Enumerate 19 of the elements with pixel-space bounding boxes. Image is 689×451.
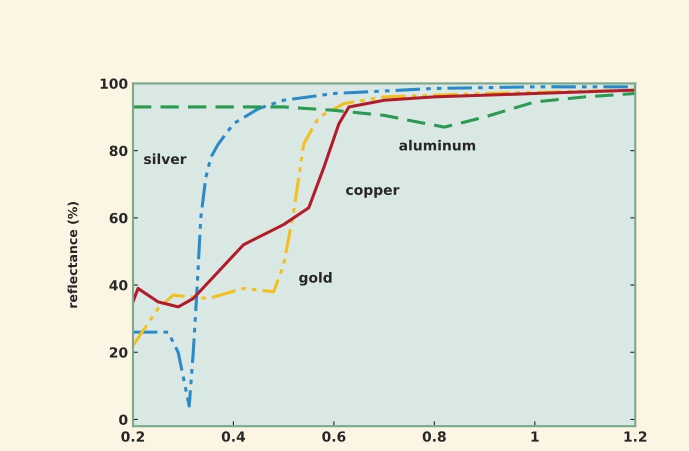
series-label: copper xyxy=(346,187,400,198)
x-tick-label: 0.2 xyxy=(121,431,144,442)
x-tick-label: 1 xyxy=(532,431,539,442)
y-tick-label: 0 xyxy=(119,414,128,425)
y-tick-label: 40 xyxy=(109,280,128,291)
x-tick-label: 1.2 xyxy=(624,431,646,442)
x-tick-label: 0.6 xyxy=(322,431,346,442)
series-label: silver xyxy=(144,153,187,164)
y-tick-label: 100 xyxy=(100,78,128,89)
series-label: gold xyxy=(299,272,332,286)
y-tick-label: 80 xyxy=(110,146,128,156)
y-axis-title: reflectance (%) xyxy=(68,202,79,308)
x-tick-label: 0.8 xyxy=(422,431,446,442)
y-tick-label: 60 xyxy=(110,212,128,224)
y-tick-label: 20 xyxy=(110,347,128,358)
line-series xyxy=(132,92,636,129)
x-tick-label: 0.4 xyxy=(222,431,246,442)
series-label: aluminum xyxy=(399,140,476,151)
line-series xyxy=(132,88,636,308)
